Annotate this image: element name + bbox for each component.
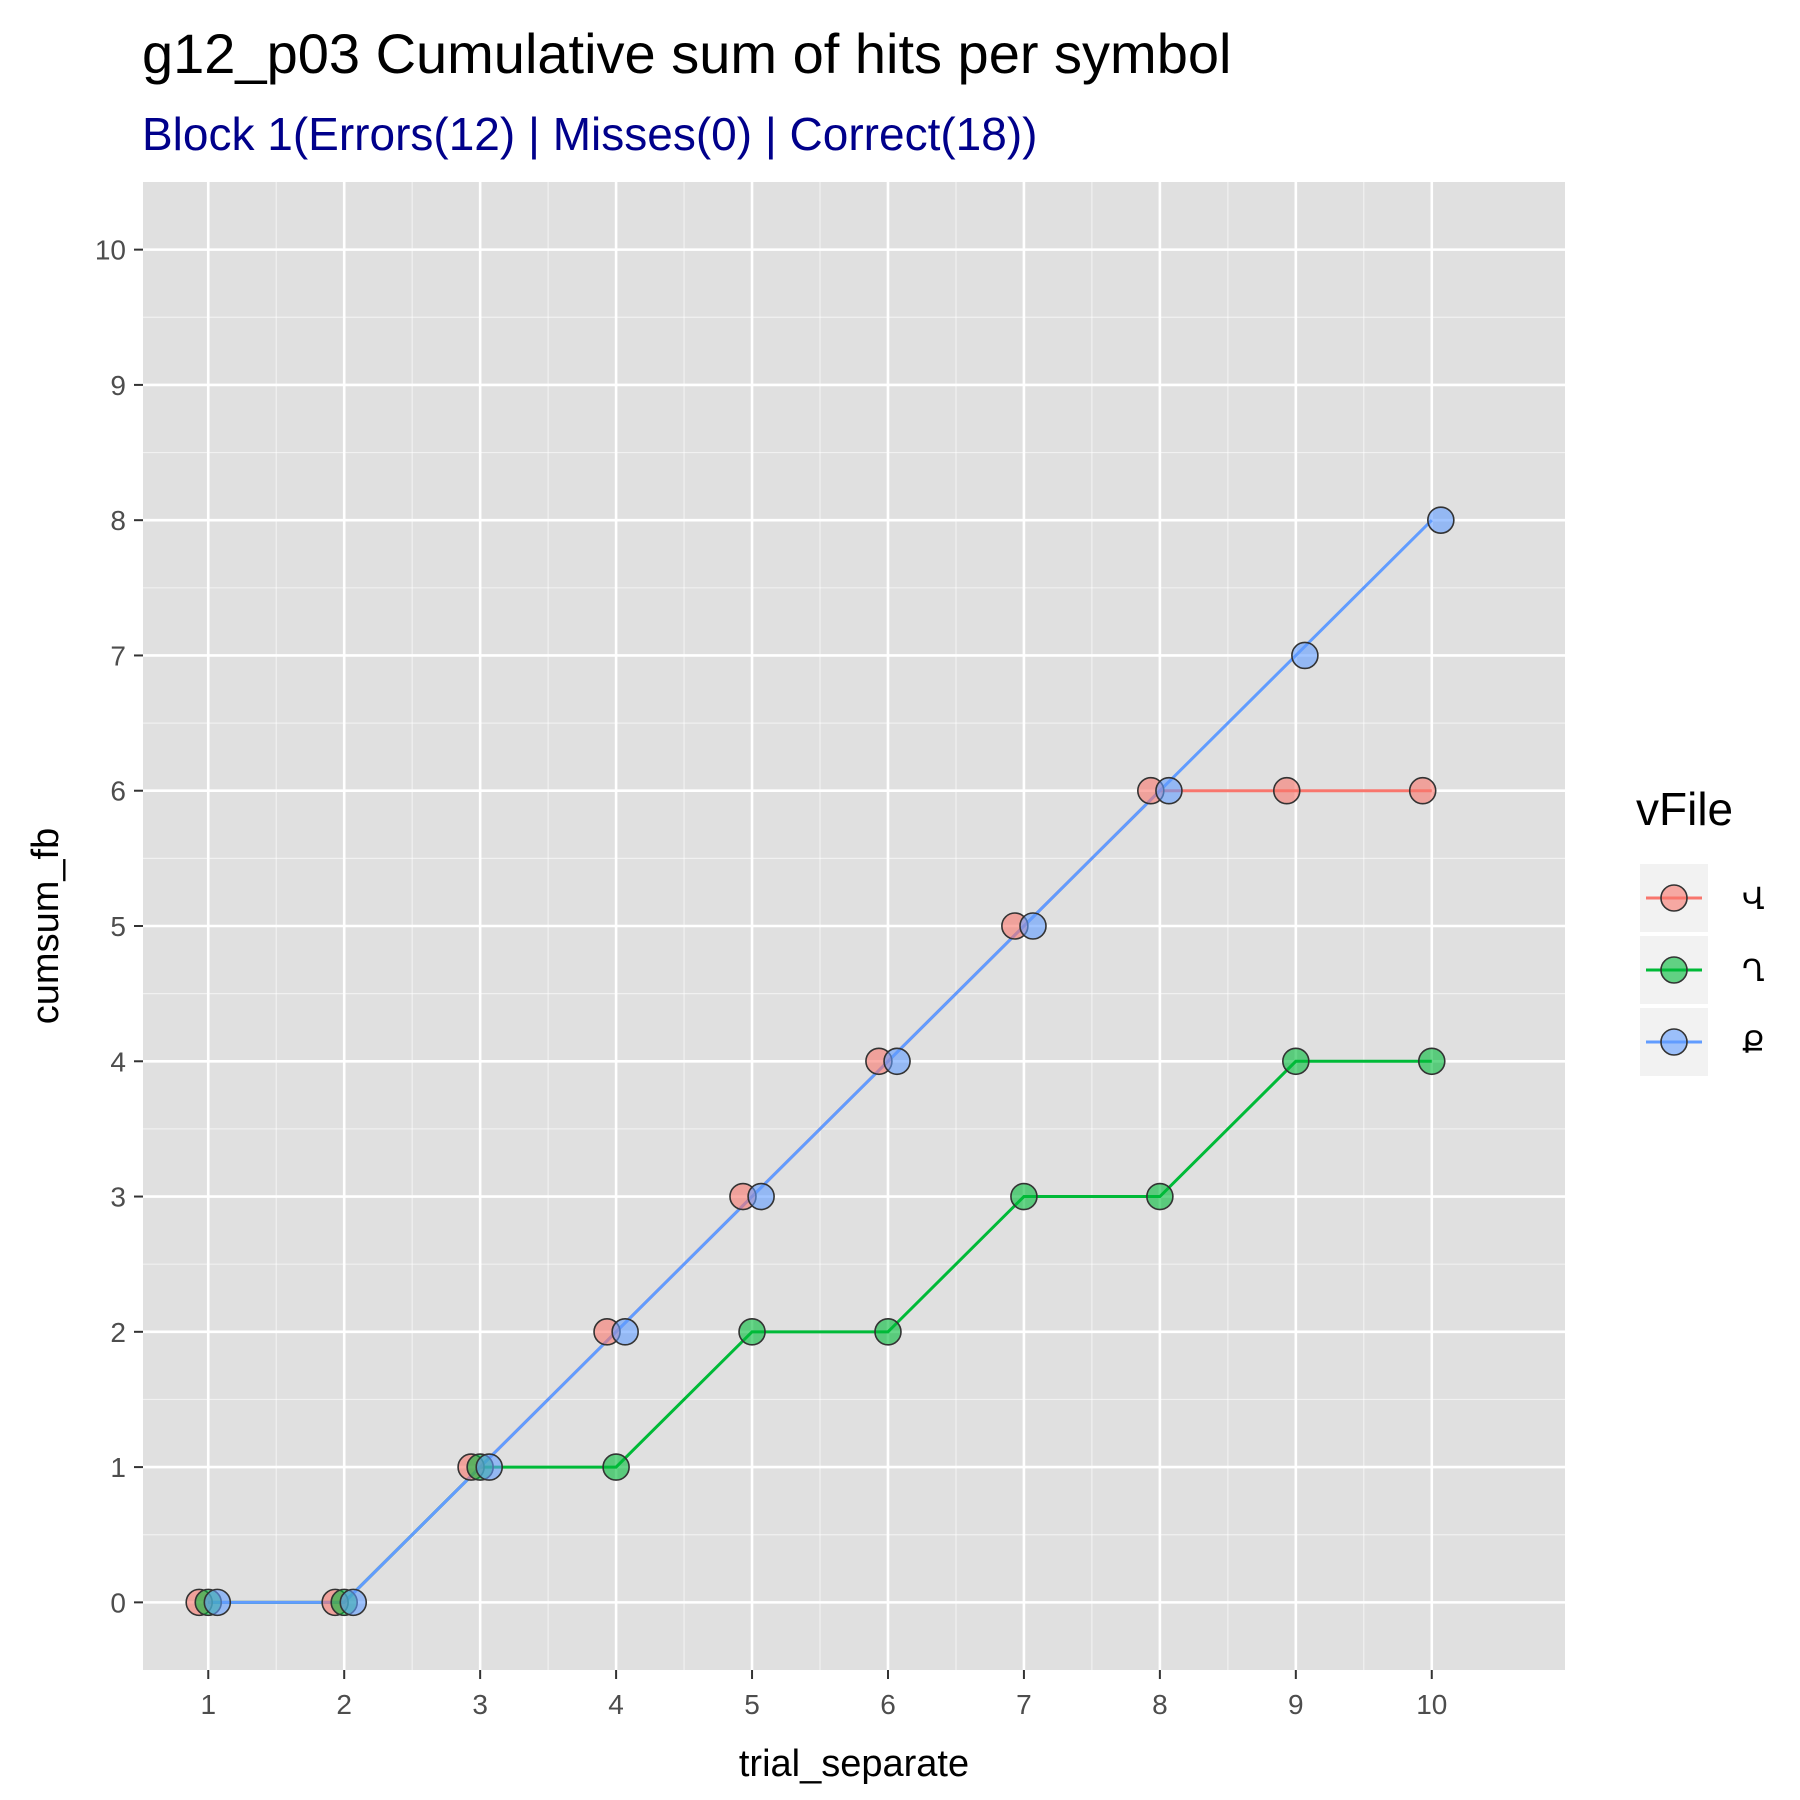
grid-minor bbox=[143, 182, 1565, 1670]
data-point bbox=[203, 1588, 232, 1617]
y-tick-label: 8 bbox=[110, 505, 126, 536]
y-tick-label: 0 bbox=[110, 1587, 126, 1618]
legend: vFile Վ Ղ Ք bbox=[1636, 783, 1765, 1076]
data-point bbox=[1010, 1182, 1038, 1211]
y-tick-label: 5 bbox=[110, 911, 126, 942]
y-tick-label: 3 bbox=[110, 1182, 126, 1213]
chart-title: g12_p03 Cumulative sum of hits per symbo… bbox=[142, 22, 1231, 85]
data-point bbox=[1282, 1047, 1310, 1076]
x-tick-label: 10 bbox=[1416, 1689, 1447, 1720]
x-tick-label: 3 bbox=[472, 1689, 488, 1720]
data-point bbox=[883, 1047, 911, 1076]
legend-key-point bbox=[1660, 884, 1688, 912]
x-tick-label: 4 bbox=[608, 1689, 624, 1720]
data-point bbox=[475, 1453, 504, 1481]
data-point bbox=[1291, 641, 1319, 670]
series-points bbox=[185, 506, 1455, 1617]
series-lines bbox=[208, 519, 1433, 1604]
x-tick-label: 8 bbox=[1152, 1689, 1168, 1720]
data-point bbox=[1146, 1182, 1174, 1211]
legend-label: Ք bbox=[1742, 1026, 1765, 1061]
y-axis: 0 1 2 3 4 5 6 7 8 9 10 bbox=[95, 235, 143, 1618]
data-point bbox=[1019, 912, 1047, 940]
data-point bbox=[339, 1588, 368, 1617]
x-tick-label: 1 bbox=[200, 1689, 216, 1720]
y-tick-label: 10 bbox=[95, 235, 126, 266]
legend-label: Վ bbox=[1742, 882, 1765, 917]
x-tick-label: 6 bbox=[880, 1689, 896, 1720]
legend-key-point bbox=[1660, 956, 1688, 984]
x-tick-label: 2 bbox=[336, 1689, 352, 1720]
data-point bbox=[738, 1318, 766, 1346]
data-point bbox=[1155, 776, 1183, 805]
y-axis-title: cumsum_fb bbox=[25, 828, 67, 1024]
data-point bbox=[611, 1318, 639, 1346]
data-point bbox=[1272, 776, 1301, 805]
data-point bbox=[1417, 1047, 1446, 1076]
y-tick-label: 6 bbox=[110, 776, 126, 807]
x-tick-label: 9 bbox=[1288, 1689, 1304, 1720]
x-axis: 1 2 3 4 5 6 7 8 9 10 bbox=[200, 1670, 1447, 1720]
x-tick-label: 5 bbox=[744, 1689, 760, 1720]
data-point bbox=[1408, 776, 1437, 805]
data-point bbox=[874, 1318, 902, 1346]
x-axis-title: trial_separate bbox=[739, 1743, 969, 1785]
y-tick-label: 4 bbox=[110, 1046, 126, 1077]
legend-title: vFile bbox=[1636, 783, 1733, 835]
y-tick-label: 9 bbox=[110, 370, 126, 401]
data-point bbox=[602, 1453, 630, 1481]
x-tick-label: 7 bbox=[1016, 1689, 1032, 1720]
series-line bbox=[208, 519, 1433, 1604]
legend-label: Ղ bbox=[1742, 954, 1765, 989]
legend-key-point bbox=[1660, 1028, 1688, 1056]
y-tick-label: 1 bbox=[110, 1452, 126, 1483]
y-tick-label: 2 bbox=[110, 1317, 126, 1348]
y-tick-label: 7 bbox=[110, 640, 126, 671]
data-point bbox=[1427, 506, 1455, 534]
chart-subtitle: Block 1(Errors(12) | Misses(0) | Correct… bbox=[142, 108, 1037, 160]
data-point bbox=[747, 1182, 775, 1211]
